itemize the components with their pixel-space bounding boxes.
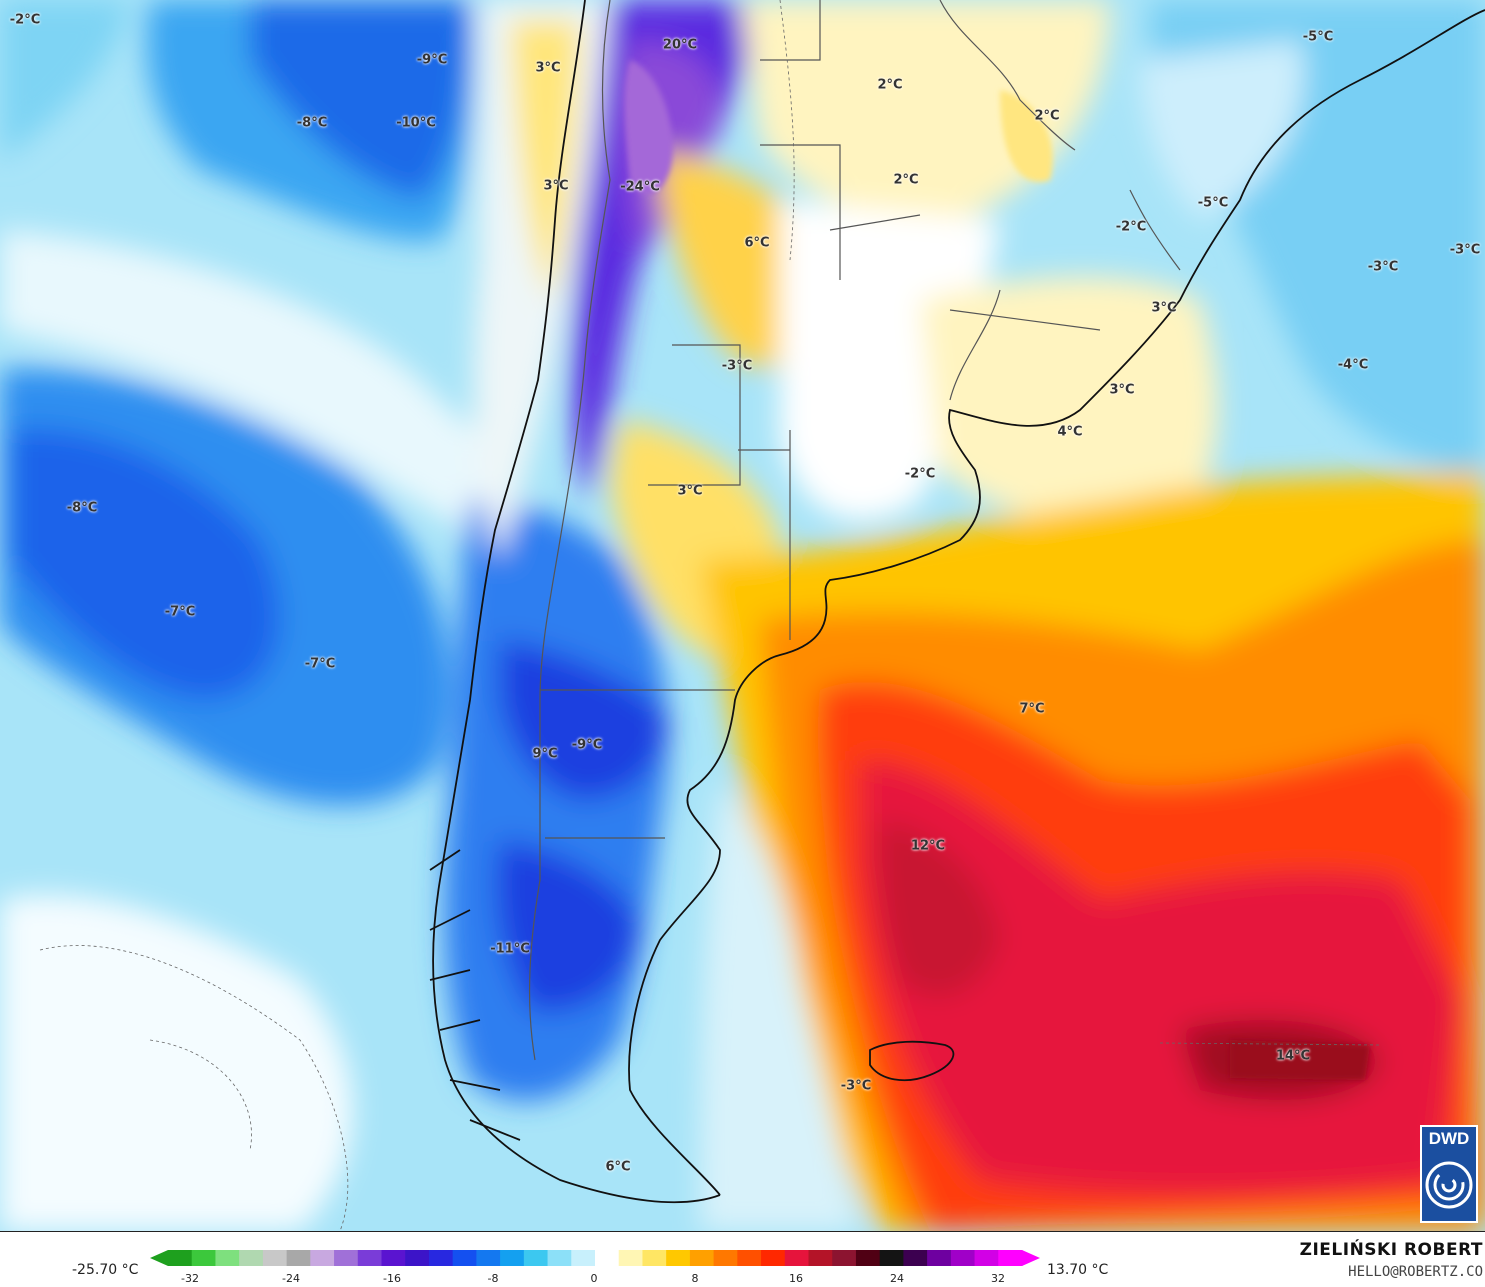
temperature-label: -8°C bbox=[66, 500, 98, 516]
temperature-label: -11°C bbox=[490, 941, 530, 957]
colorbar-swatch bbox=[262, 1250, 288, 1266]
temperature-label: -4°C bbox=[1337, 357, 1369, 373]
colorbar-swatch bbox=[784, 1250, 809, 1266]
colorbar-swatch bbox=[168, 1250, 193, 1266]
temperature-label: 2°C bbox=[1034, 108, 1060, 124]
colorbar-right-arrow bbox=[1022, 1250, 1040, 1266]
temperature-label: 14°C bbox=[1275, 1048, 1311, 1064]
colorbar-swatch bbox=[547, 1250, 572, 1266]
colorbar-swatch bbox=[737, 1250, 762, 1266]
temperature-label: -3°C bbox=[721, 358, 753, 374]
author-email[interactable]: HELLO@ROBERTZ.CO bbox=[1348, 1264, 1483, 1280]
temperature-label: 3°C bbox=[543, 178, 569, 194]
dwd-logo: DWD bbox=[1420, 1125, 1478, 1223]
colorbar-swatch bbox=[357, 1250, 382, 1266]
colorbar-swatch bbox=[523, 1250, 549, 1266]
colorbar-swatch bbox=[927, 1250, 952, 1266]
colorbar-left-arrow bbox=[150, 1250, 168, 1266]
colorbar-swatch bbox=[950, 1250, 976, 1266]
temperature-label: -24°C bbox=[620, 179, 660, 195]
colorbar-swatch bbox=[239, 1250, 264, 1266]
color-scale-tick: -16 bbox=[383, 1272, 401, 1285]
color-scale-tick: 24 bbox=[890, 1272, 904, 1285]
temperature-label: -9°C bbox=[416, 52, 448, 68]
author-name: ZIELIŃSKI ROBERT bbox=[1299, 1240, 1483, 1260]
colorbar-swatch bbox=[381, 1250, 406, 1266]
color-scale-bar bbox=[150, 1250, 1040, 1266]
color-scale-tick: -8 bbox=[487, 1272, 499, 1285]
temperature-label: -9°C bbox=[571, 737, 603, 753]
colorbar-swatch bbox=[832, 1250, 857, 1266]
color-scale-tick: -24 bbox=[282, 1272, 300, 1285]
temperature-label: 6°C bbox=[605, 1159, 631, 1175]
colorbar-swatch bbox=[855, 1250, 881, 1266]
temperature-label: 12°C bbox=[910, 838, 946, 854]
colorbar-swatch bbox=[903, 1250, 928, 1266]
temperature-label: -10°C bbox=[396, 115, 436, 131]
color-scale-tick: 8 bbox=[691, 1272, 699, 1285]
color-scale-tick: -32 bbox=[181, 1272, 199, 1285]
temperature-label: 3°C bbox=[535, 60, 561, 76]
temperature-label: -8°C bbox=[296, 115, 328, 131]
colorbar-swatch bbox=[571, 1250, 596, 1266]
swirl-icon bbox=[1425, 1161, 1473, 1209]
colorbar-swatch bbox=[215, 1250, 240, 1266]
temperature-label: -7°C bbox=[164, 604, 196, 620]
colorbar-swatch bbox=[642, 1250, 667, 1266]
color-scale-tick: 32 bbox=[991, 1272, 1005, 1285]
colorbar-swatch bbox=[310, 1250, 335, 1266]
temperature-label: 3°C bbox=[1151, 300, 1177, 316]
temperature-label: 6°C bbox=[744, 235, 770, 251]
temperature-label: 7°C bbox=[1019, 701, 1045, 717]
colorbar-swatch bbox=[998, 1250, 1023, 1266]
temperature-label: 20°C bbox=[662, 37, 698, 53]
colorbar-swatch bbox=[666, 1250, 691, 1266]
colorbar-swatch bbox=[286, 1250, 311, 1266]
temperature-label: -7°C bbox=[304, 656, 336, 672]
map-area: -2°C 3°C 20°C -9°C -8°C -10°C 3°C -24°C 6°C 2°C 2°… bbox=[0, 0, 1485, 1232]
temperature-label: -5°C bbox=[1197, 195, 1229, 211]
temperature-label: -5°C bbox=[1302, 29, 1334, 45]
colorbar-swatch bbox=[405, 1250, 430, 1266]
colorbar-swatch bbox=[808, 1250, 833, 1266]
temperature-label: -3°C bbox=[840, 1078, 872, 1094]
colorbar-swatch bbox=[476, 1250, 501, 1266]
color-scale-tick: 16 bbox=[789, 1272, 803, 1285]
temperature-label: 3°C bbox=[1109, 382, 1135, 398]
temperature-map bbox=[0, 0, 1485, 1231]
colorbar-swatch bbox=[713, 1250, 738, 1266]
dwd-logo-text: DWD bbox=[1428, 1129, 1470, 1148]
temperature-label: 2°C bbox=[877, 77, 903, 93]
colorbar-swatch bbox=[974, 1250, 999, 1266]
colorbar-swatch bbox=[595, 1250, 620, 1266]
colorbar-swatch bbox=[334, 1250, 359, 1266]
colorbar-swatch bbox=[761, 1250, 786, 1266]
temperature-label: -2°C bbox=[9, 12, 41, 28]
colorbar-swatch bbox=[879, 1250, 904, 1266]
colorbar-swatch bbox=[191, 1250, 216, 1266]
temperature-label: -2°C bbox=[904, 466, 936, 482]
temperature-label: 3°C bbox=[677, 483, 703, 499]
legend-max-label: 13.70 °C bbox=[1047, 1262, 1109, 1278]
temperature-label: 2°C bbox=[893, 172, 919, 188]
temperature-label: 4°C bbox=[1057, 424, 1083, 440]
color-scale-tick: 0 bbox=[590, 1272, 598, 1285]
temperature-label: -3°C bbox=[1449, 242, 1481, 258]
legend-min-label: -25.70 °C bbox=[72, 1262, 139, 1278]
temperature-label: 9°C bbox=[532, 746, 558, 762]
colorbar-swatch bbox=[428, 1250, 454, 1266]
colorbar-swatch bbox=[452, 1250, 477, 1266]
colorbar-swatch bbox=[618, 1250, 643, 1266]
colorbar-swatch bbox=[500, 1250, 525, 1266]
temperature-label: -3°C bbox=[1367, 259, 1399, 275]
colorbar-swatch bbox=[689, 1250, 715, 1266]
temperature-label: -2°C bbox=[1115, 219, 1147, 235]
